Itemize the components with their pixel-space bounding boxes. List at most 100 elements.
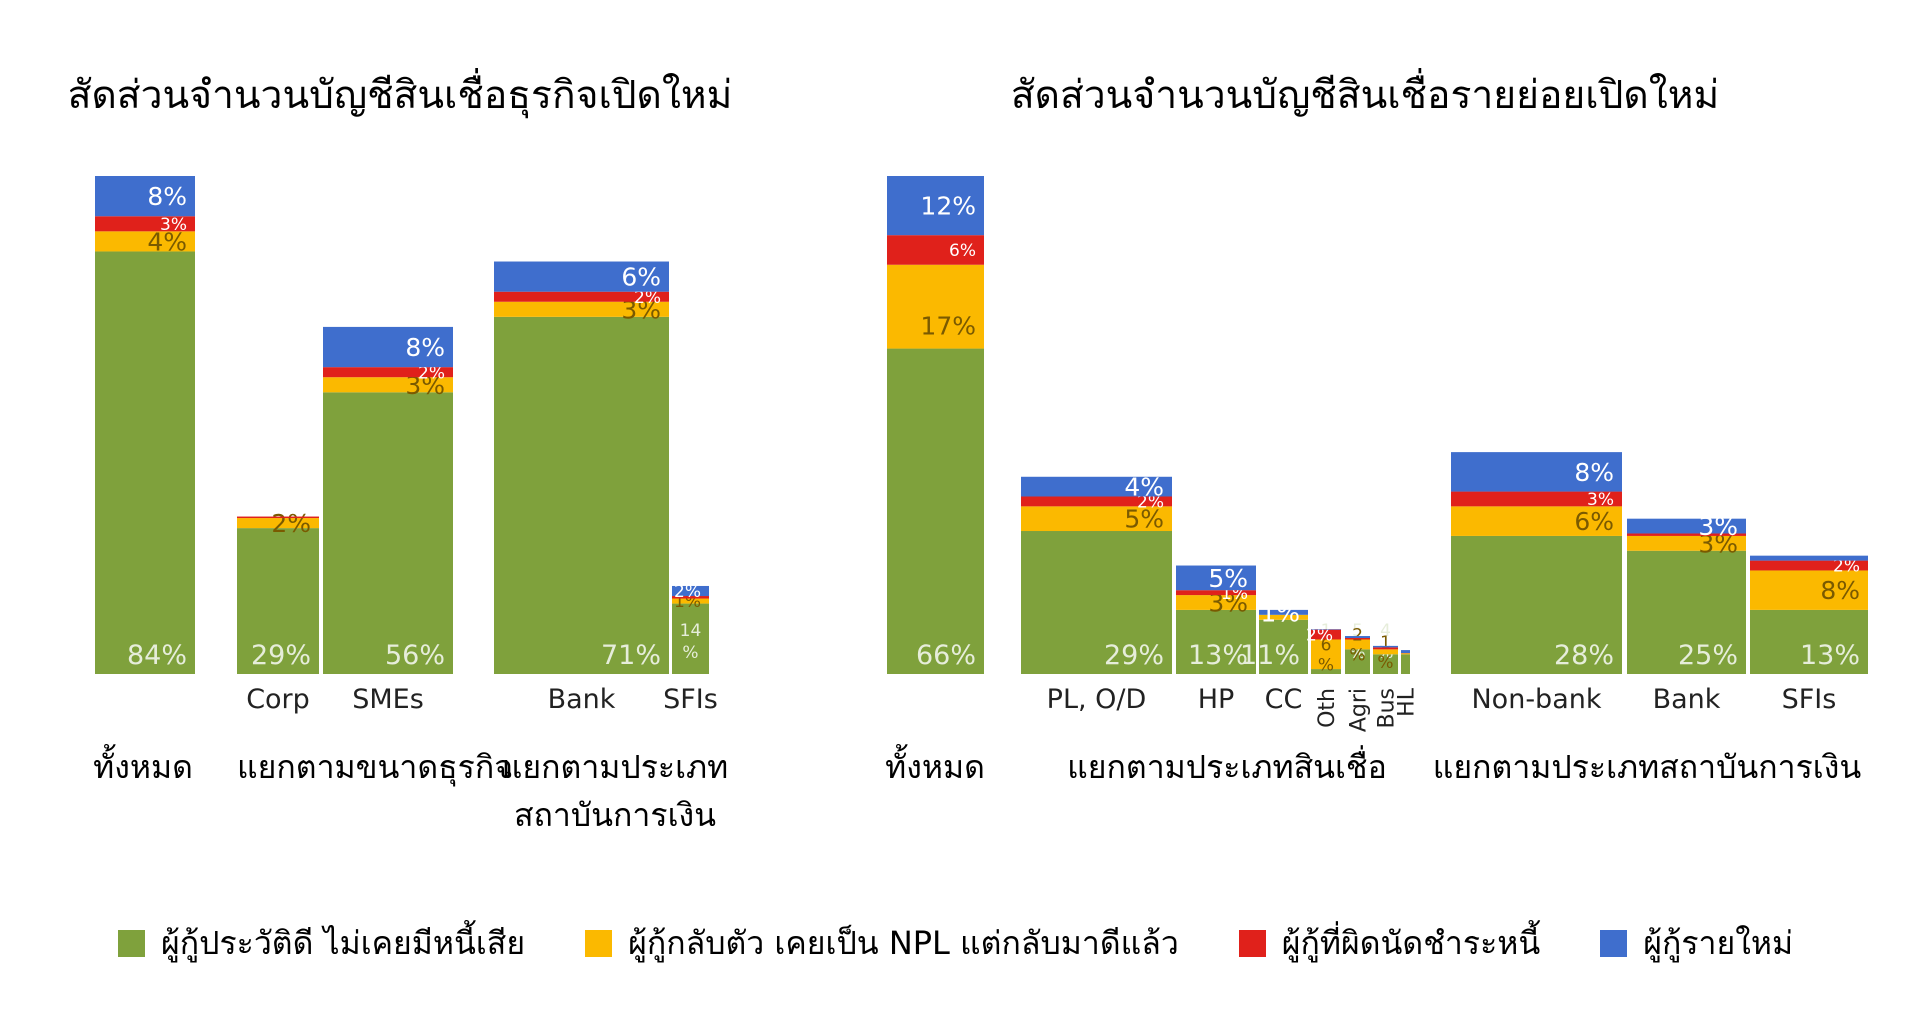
category-label: Oth [1315,688,1340,728]
chart-title: สัดส่วนจำนวนบัญชีสินเชื่อรายย่อยเปิดใหม่ [1011,68,1719,118]
legend-label: ผู้กู้ที่ผิดนัดชำระหนี้ [1281,924,1541,962]
data-label: 2% [1833,557,1860,577]
bar-segment [323,377,453,393]
data-label: 2% [674,582,701,602]
bar-segment [1750,570,1868,610]
bar-segment [1311,669,1341,674]
data-label: 5% [1124,505,1164,534]
data-label: 2% [634,288,661,308]
bar-segment [1627,518,1746,534]
bar-segment [1259,619,1308,674]
bar-segment [237,518,319,529]
bar-segment [237,528,319,674]
data-label: 1% [1260,598,1300,627]
bar-segment [1345,638,1370,640]
group-label: ทั้งหมด [885,744,985,786]
bar-segment [1176,609,1256,674]
group-label: สถาบันการเงิน [514,796,716,834]
legend-swatch-red [1238,930,1266,957]
data-label: 3% [1698,512,1738,541]
bar-segment [1750,560,1868,571]
legend-label: ผู้กู้รายใหม่ [1643,924,1794,962]
bar-segment [887,235,984,265]
category-label: SFIs [663,684,718,715]
data-label: 1 [1380,633,1391,653]
data-label: 6% [1574,507,1614,536]
category-label: PL, O/D [1047,684,1147,715]
category-label: Corp [246,684,310,715]
data-label: 71% [601,640,661,671]
bar-segment [1401,654,1410,674]
data-label: 2% [1137,493,1164,513]
bar-segment [672,596,709,599]
data-label: 5 [1352,621,1363,641]
data-label: 8% [1820,576,1860,605]
data-label: 8% [147,182,187,211]
data-label: 2% [1306,626,1333,646]
bar-segment [887,348,984,674]
bar-segment [323,367,453,378]
data-label: 6% [621,263,661,292]
bar-segment [1176,590,1256,596]
data-label: 8% [405,333,445,362]
bar-segment [672,585,709,597]
legend-swatch-green [118,930,145,957]
bar-segment [494,316,669,674]
bar-segment [887,264,984,349]
data-label: 3% [1587,490,1614,510]
legend-label: ผู้กู้ประวัติดี ไม่เคยมีหนี้เสีย [161,924,526,962]
data-label: 11% [1240,640,1300,671]
legend-item-recovered: ผู้กู้กลับตัว เคยเป็น NPL แต่กลับมาดีแล้… [585,918,1179,969]
bar-segment [1401,650,1410,654]
bar-segment [1373,645,1398,648]
bar-segment [1373,654,1398,674]
bar-segment [95,251,195,675]
data-label: 56% [385,640,445,671]
category-label: SFIs [1782,684,1837,715]
bar-segment [95,231,195,252]
bar-segment [1451,506,1622,536]
bar-segment [1750,555,1868,561]
group-label: แยกตามประเภทสินเชื่อ [1067,745,1387,786]
bar-segment [1401,653,1410,655]
group-label: แยกตามประเภท [502,748,728,786]
data-label: 4 [1380,621,1391,641]
bar-segment [1627,533,1746,536]
data-label: 29% [1104,640,1164,671]
bar-segment [1259,609,1308,615]
bar-segment [1176,595,1256,610]
category-label: HL [1395,687,1420,717]
bar-segment [672,598,709,604]
bar-segment [323,392,453,674]
data-label: % [1349,645,1365,665]
data-label: 2% [418,363,445,383]
category-label: Non-bank [1471,684,1601,715]
bar-segment [323,326,453,368]
data-label: 4% [147,227,187,256]
category-label: Bank [1653,684,1721,715]
category-label: HP [1198,684,1235,715]
legend-swatch-blue [1600,930,1628,957]
bar-segment [1627,535,1746,551]
data-label: 66% [916,640,976,671]
data-label: % [1377,653,1393,673]
data-label: 5% [1208,564,1248,593]
legend-item-good: ผู้กู้ประวัติดี ไม่เคยมีหนี้เสีย [118,918,525,969]
bar-segment [1345,649,1370,674]
data-label: 13% [1800,640,1860,671]
legend-swatch-yellow [585,930,613,957]
bar-segment [494,301,669,317]
group-label: ทั้งหมด [93,744,193,786]
group-label: แยกตามประเภทสถาบันการเงิน [1433,748,1862,786]
data-label: 6% [949,241,976,261]
chart-title: สัดส่วนจำนวนบัญชีสินเชื่อธุรกิจเปิดใหม่ [68,68,733,119]
data-label: 84% [127,640,187,671]
data-label: 25% [1678,640,1738,671]
bar-segment [1259,614,1308,620]
bar-segment [95,216,195,232]
bar-segment [1021,506,1172,532]
legend: ผู้กู้ประวัติดี ไม่เคยมีหนี้เสีย ผู้กู้ก… [118,918,1793,969]
bar-segment [237,516,319,519]
group-label: แยกตามขนาดธุรกิจ [237,748,513,787]
data-label: 2% [271,509,311,538]
